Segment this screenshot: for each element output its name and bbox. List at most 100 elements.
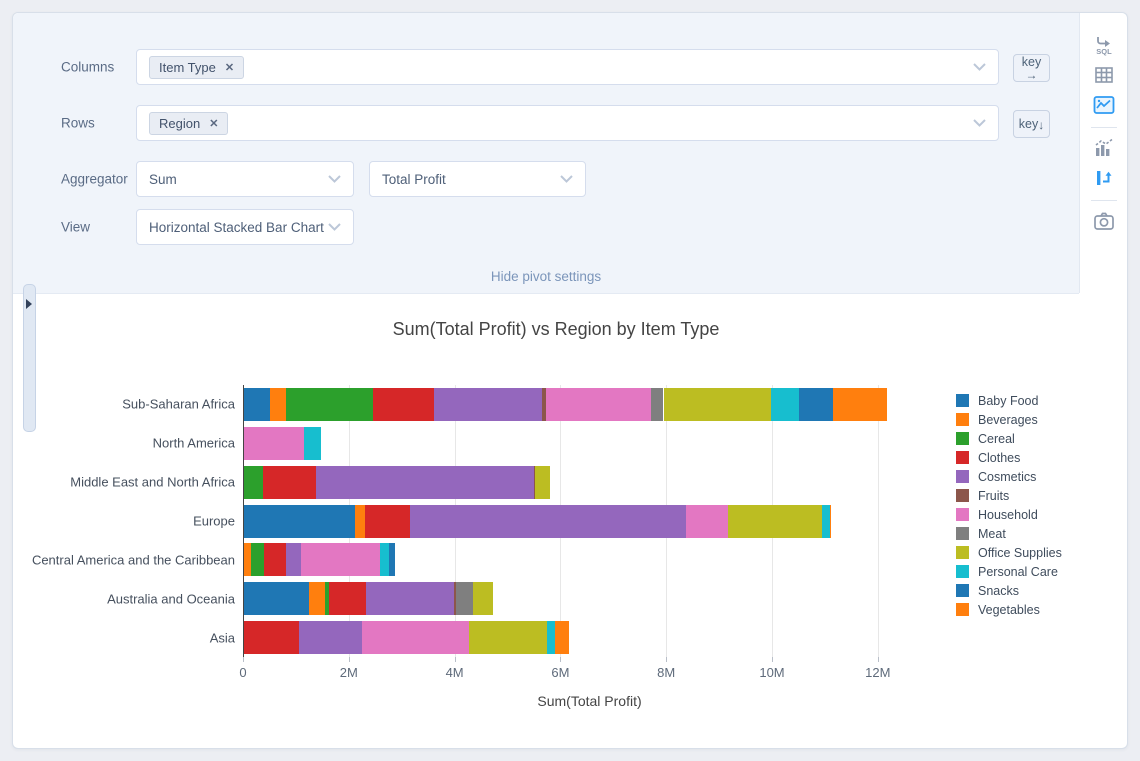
- hide-pivot-settings-link[interactable]: Hide pivot settings: [490, 269, 602, 284]
- tag-label: Item Type: [159, 59, 216, 75]
- bar-segment[interactable]: [361, 621, 469, 655]
- bar-segment[interactable]: [410, 504, 687, 538]
- table-icon[interactable]: [1092, 63, 1116, 87]
- bar-segment[interactable]: [832, 387, 887, 421]
- bar-segment[interactable]: [456, 582, 473, 616]
- bar-segment[interactable]: [244, 582, 309, 616]
- bar-segment[interactable]: [533, 465, 536, 499]
- bar-segment[interactable]: [303, 426, 322, 460]
- bar-segment[interactable]: [728, 504, 822, 538]
- bar-segment[interactable]: [285, 387, 373, 421]
- legend-item[interactable]: Vegetables: [956, 600, 1121, 619]
- bar-segment[interactable]: [468, 621, 548, 655]
- bar-segment[interactable]: [285, 543, 301, 577]
- right-toolbar: SQL: [1079, 13, 1127, 293]
- legend-item[interactable]: Cosmetics: [956, 467, 1121, 486]
- rows-select[interactable]: Region ✕: [136, 105, 999, 141]
- key-label: key: [1018, 117, 1039, 131]
- bar-segment[interactable]: [244, 621, 300, 655]
- x-tick-label: 6M: [551, 665, 570, 680]
- bar-segment[interactable]: [650, 387, 664, 421]
- aggregator-select[interactable]: Sum: [136, 161, 354, 197]
- legend-swatch: [956, 394, 969, 407]
- bar-segment[interactable]: [388, 543, 395, 577]
- x-tick-label: 10M: [759, 665, 785, 680]
- gridline: [877, 385, 879, 657]
- bar-segment[interactable]: [324, 582, 330, 616]
- legend-item[interactable]: Fruits: [956, 486, 1121, 505]
- tag-remove-icon[interactable]: ✕: [224, 61, 235, 74]
- bar-segment[interactable]: [554, 621, 569, 655]
- bar-segment[interactable]: [269, 387, 286, 421]
- legend-item[interactable]: Household: [956, 505, 1121, 524]
- sql-icon[interactable]: SQL: [1092, 33, 1116, 57]
- bar-segment[interactable]: [433, 387, 542, 421]
- bar-segment[interactable]: [244, 426, 304, 460]
- bar-segment[interactable]: [546, 387, 651, 421]
- bar-segment[interactable]: [250, 543, 265, 577]
- mixed-chart-icon[interactable]: [1092, 136, 1116, 160]
- x-tick-mark: [243, 657, 244, 662]
- legend-item[interactable]: Personal Care: [956, 562, 1121, 581]
- bar-segment[interactable]: [244, 465, 263, 499]
- bar-segment[interactable]: [244, 387, 270, 421]
- bar-segment[interactable]: [316, 465, 534, 499]
- bar-segment[interactable]: [547, 621, 555, 655]
- legend-item[interactable]: Baby Food: [956, 391, 1121, 410]
- aggregator-value-select[interactable]: Total Profit: [369, 161, 586, 197]
- bar-segment[interactable]: [264, 543, 286, 577]
- bar-segment[interactable]: [308, 582, 325, 616]
- toolbar-divider: [1090, 127, 1117, 128]
- rows-key-order-button[interactable]: key ↓: [1013, 110, 1050, 138]
- bar-segment[interactable]: [355, 504, 365, 538]
- chevron-down-icon[interactable]: [973, 114, 986, 132]
- bar-segment[interactable]: [541, 387, 547, 421]
- chevron-down-icon[interactable]: [328, 170, 341, 188]
- legend-item[interactable]: Office Supplies: [956, 543, 1121, 562]
- x-tick-mark: [560, 657, 562, 662]
- bar-segment[interactable]: [771, 387, 799, 421]
- legend-item[interactable]: Meat: [956, 524, 1121, 543]
- bar-segment[interactable]: [329, 582, 366, 616]
- legend-item[interactable]: Clothes: [956, 448, 1121, 467]
- bar-segment[interactable]: [244, 543, 251, 577]
- chevron-down-icon[interactable]: [560, 170, 573, 188]
- legend-item[interactable]: Snacks: [956, 581, 1121, 600]
- columns-select[interactable]: Item Type ✕: [136, 49, 999, 85]
- bar-segment[interactable]: [829, 504, 832, 538]
- bar-segment[interactable]: [379, 543, 389, 577]
- x-tick-mark: [666, 657, 668, 662]
- legend-item[interactable]: Beverages: [956, 410, 1121, 429]
- chart-image-icon[interactable]: [1092, 93, 1116, 117]
- columns-key-order-button[interactable]: key →: [1013, 54, 1050, 82]
- tag-remove-icon[interactable]: ✕: [209, 117, 219, 130]
- pivot-icon[interactable]: [1092, 166, 1116, 190]
- y-axis-label: North America: [152, 435, 235, 451]
- bar-segment[interactable]: [300, 543, 380, 577]
- rows-tag-region[interactable]: Region ✕: [149, 111, 229, 135]
- view-select[interactable]: Horizontal Stacked Bar Chart: [136, 209, 354, 245]
- pivot-settings-panel: Columns Item Type ✕ key → Rows Region ✕: [13, 13, 1079, 294]
- bar-segment[interactable]: [364, 504, 411, 538]
- bar-segment[interactable]: [686, 504, 729, 538]
- bar-segment[interactable]: [535, 465, 550, 499]
- bar-segment[interactable]: [663, 387, 772, 421]
- chevron-down-icon[interactable]: [973, 58, 986, 76]
- legend-item[interactable]: Cereal: [956, 429, 1121, 448]
- legend-label: Personal Care: [978, 564, 1058, 579]
- chevron-down-icon[interactable]: [328, 218, 341, 236]
- bar-segment[interactable]: [821, 504, 830, 538]
- bar-segment[interactable]: [798, 387, 833, 421]
- legend-swatch: [956, 470, 969, 483]
- sidebar-collapse-handle[interactable]: [23, 284, 36, 432]
- bar-segment[interactable]: [244, 504, 356, 538]
- bar-segment[interactable]: [299, 621, 362, 655]
- bar-segment[interactable]: [365, 582, 454, 616]
- legend-swatch: [956, 413, 969, 426]
- bar-segment[interactable]: [372, 387, 434, 421]
- camera-icon[interactable]: [1092, 209, 1116, 233]
- bar-segment[interactable]: [262, 465, 317, 499]
- bar-segment[interactable]: [454, 582, 457, 616]
- columns-tag-item-type[interactable]: Item Type ✕: [149, 55, 245, 79]
- bar-segment[interactable]: [472, 582, 493, 616]
